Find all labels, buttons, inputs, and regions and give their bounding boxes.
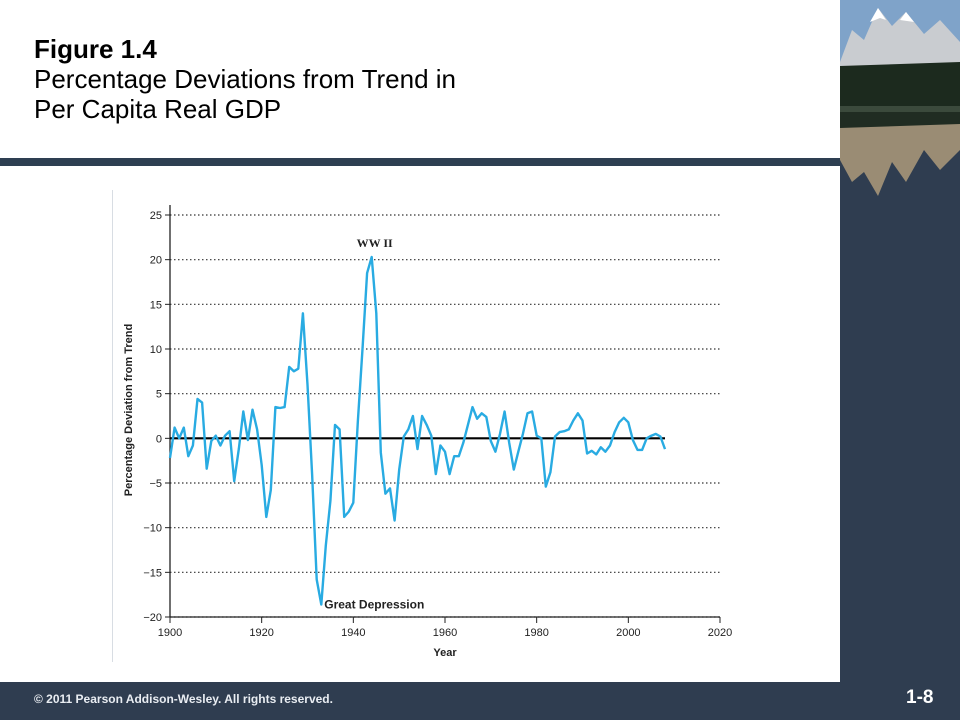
figure-number: Figure 1.4 [34, 34, 157, 64]
y-tick-label: 15 [150, 299, 162, 311]
copyright-text: © 2011 Pearson Addison-Wesley. All right… [34, 692, 333, 706]
y-axis-label: Percentage Deviation from Trend [123, 324, 135, 496]
x-tick-label: 1920 [249, 627, 273, 639]
y-tick-label: 25 [150, 210, 162, 222]
footer-bar [0, 682, 840, 720]
figure-title-line: Percentage Deviations from Trend in [34, 64, 456, 94]
annotation-great-depression: Great Depression [324, 597, 424, 611]
y-tick-label: −10 [143, 523, 162, 535]
x-tick-label: 2020 [708, 627, 732, 639]
annotation-ww2: WW II [357, 236, 393, 250]
title-divider [0, 158, 840, 166]
y-tick-label: 10 [150, 344, 162, 356]
page-number: 1-8 [906, 687, 934, 708]
figure-title-line: Per Capita Real GDP [34, 94, 282, 124]
slide-title: Figure 1.4 Percentage Deviations from Tr… [34, 34, 814, 124]
side-panel [840, 0, 960, 720]
x-tick-label: 1980 [524, 627, 548, 639]
y-tick-label: 20 [150, 255, 162, 267]
x-tick-label: 1900 [158, 627, 182, 639]
y-tick-label: −15 [143, 567, 162, 579]
y-tick-label: 5 [156, 389, 162, 401]
x-tick-label: 2000 [616, 627, 640, 639]
y-tick-label: −5 [149, 478, 162, 490]
x-axis-label: Year [433, 647, 457, 659]
figure-border [112, 190, 113, 662]
gdp-deviation-series-line [168, 255, 667, 606]
x-tick-label: 1940 [341, 627, 365, 639]
y-tick-label: −20 [143, 612, 162, 624]
mountain-lake-image [840, 0, 960, 225]
y-tick-label: 0 [156, 433, 162, 445]
x-tick-label: 1960 [433, 627, 457, 639]
